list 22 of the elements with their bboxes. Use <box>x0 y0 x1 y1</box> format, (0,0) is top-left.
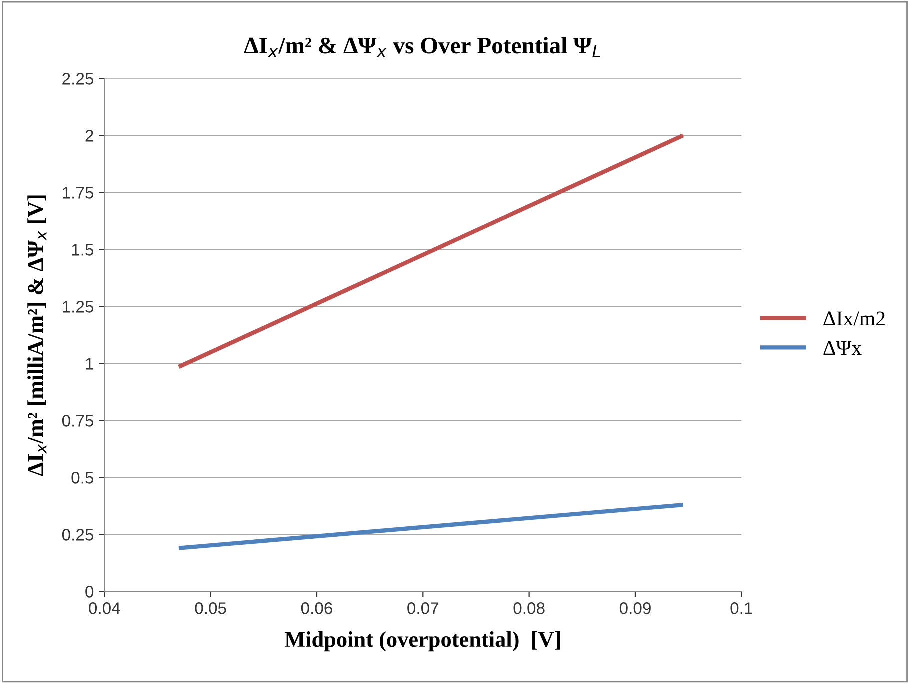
y-tick-label: 1.5 <box>72 244 94 256</box>
y-tick-label: 1 <box>86 358 94 370</box>
x-tick-label: 0.05 <box>195 602 226 614</box>
x-tick-label: 0.1 <box>730 602 752 614</box>
legend-label: ΔIx/m2 <box>824 312 885 326</box>
y-tick-label: 1.25 <box>63 301 94 313</box>
y-tick-label: 0.25 <box>62 529 94 541</box>
y-tick-label: 0 <box>86 586 94 598</box>
y-tick-label: 2 <box>86 130 94 142</box>
chart-title: ΔI$_{x}$/m² & ΔΨ$_{x}$ vs Over Potential Ψ$_{L}$ <box>244 37 600 58</box>
x-axis-title: Midpoint (overpotential) [V] <box>284 632 560 652</box>
y-tick-label: 2.25 <box>62 73 94 85</box>
y-axis-title: ΔI$_{x}$/m² [milliA/m²] & ΔΨ$_{x}$ [V] <box>28 196 47 476</box>
x-tick-label: 0.06 <box>301 602 332 614</box>
y-tick-label: 1.75 <box>63 187 94 199</box>
x-tick-label: 0.04 <box>89 602 120 614</box>
x-tick-label: 0.09 <box>620 602 651 614</box>
x-tick-label: 0.08 <box>514 602 545 614</box>
legend-label: ΔΨx <box>824 341 862 355</box>
y-tick-label: 0.5 <box>72 472 94 484</box>
y-tick-label: 0.75 <box>62 415 94 427</box>
x-tick-label: 0.07 <box>408 602 439 614</box>
